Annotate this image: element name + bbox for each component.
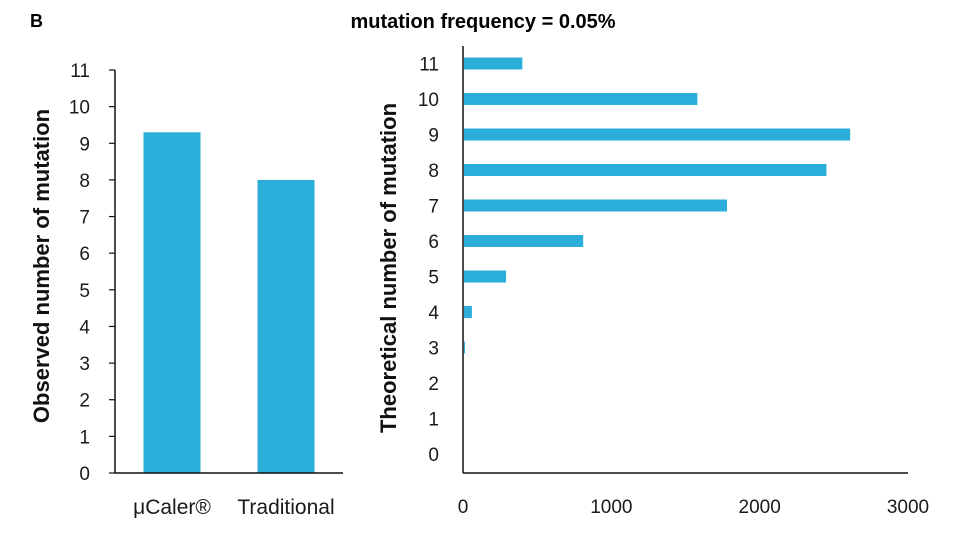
- y-tick-label: 4: [79, 317, 90, 338]
- category-label: 5: [428, 268, 439, 289]
- y-tick-label: 11: [70, 61, 90, 82]
- bars: [143, 132, 315, 474]
- y-ticks: 0 1 2 3 4 5 6 7 8 9 10 11: [69, 61, 115, 485]
- y-tick-label: 8: [79, 171, 90, 192]
- y-axis-label: Observed number of mutation: [29, 109, 54, 423]
- category-label: μCaler®: [133, 496, 211, 519]
- bar: [464, 57, 523, 70]
- category-label: 6: [428, 232, 439, 253]
- bar: [257, 179, 315, 473]
- category-label: 9: [428, 126, 439, 147]
- category-label: 3: [428, 339, 439, 360]
- category-label: 2: [428, 374, 439, 395]
- bar: [464, 235, 584, 247]
- y-tick-label: 3: [79, 354, 90, 375]
- x-tick-label: 3000: [887, 497, 929, 518]
- category-label: 8: [428, 161, 439, 182]
- x-tick-label: 2000: [739, 497, 781, 518]
- bar: [464, 270, 507, 283]
- x-tick-label: 0: [458, 497, 469, 518]
- category-label: 1: [428, 410, 439, 431]
- category-label: 7: [428, 197, 439, 218]
- y-tick-label: 0: [79, 464, 90, 485]
- y-categories: 0 1 2 3 4 5 6 7 8 9 10 11: [418, 55, 440, 467]
- category-label: 4: [428, 303, 439, 324]
- x-categories: μCaler® Traditional: [133, 496, 335, 519]
- theoretical-mutation-chart: 0 1 2 3 4 5 6 7 8 9 10 11 0 1000 2000 3000 Theoretical…: [376, 46, 929, 518]
- y-tick-label: 7: [79, 208, 90, 229]
- x-ticks: 0 1000 2000 3000: [458, 497, 929, 518]
- observed-mutation-chart: 0 1 2 3 4 5 6 7 8 9 10 11 μCaler® Traditional Observ…: [29, 61, 343, 519]
- y-tick-label: 9: [79, 134, 90, 155]
- panel-label: B: [30, 11, 43, 31]
- bars: [464, 57, 851, 354]
- bar: [464, 93, 698, 105]
- y-tick-label: 6: [79, 244, 90, 265]
- y-tick-label: 1: [79, 427, 90, 448]
- category-label: 10: [418, 90, 439, 111]
- y-tick-label: 2: [79, 391, 90, 412]
- y-tick-label: 10: [69, 98, 90, 119]
- bar: [464, 306, 472, 318]
- y-tick-label: 5: [79, 281, 90, 302]
- bar: [464, 341, 465, 354]
- bar: [464, 199, 728, 212]
- chart-title: mutation frequency = 0.05%: [350, 11, 615, 33]
- category-label: Traditional: [237, 496, 334, 519]
- bar: [143, 132, 201, 474]
- y-axis-label: Theoretical number of mutation: [376, 103, 401, 433]
- bar: [464, 164, 827, 176]
- x-tick-label: 1000: [590, 497, 632, 518]
- category-label: 11: [419, 55, 439, 76]
- category-label: 0: [428, 445, 439, 466]
- bar: [464, 128, 851, 141]
